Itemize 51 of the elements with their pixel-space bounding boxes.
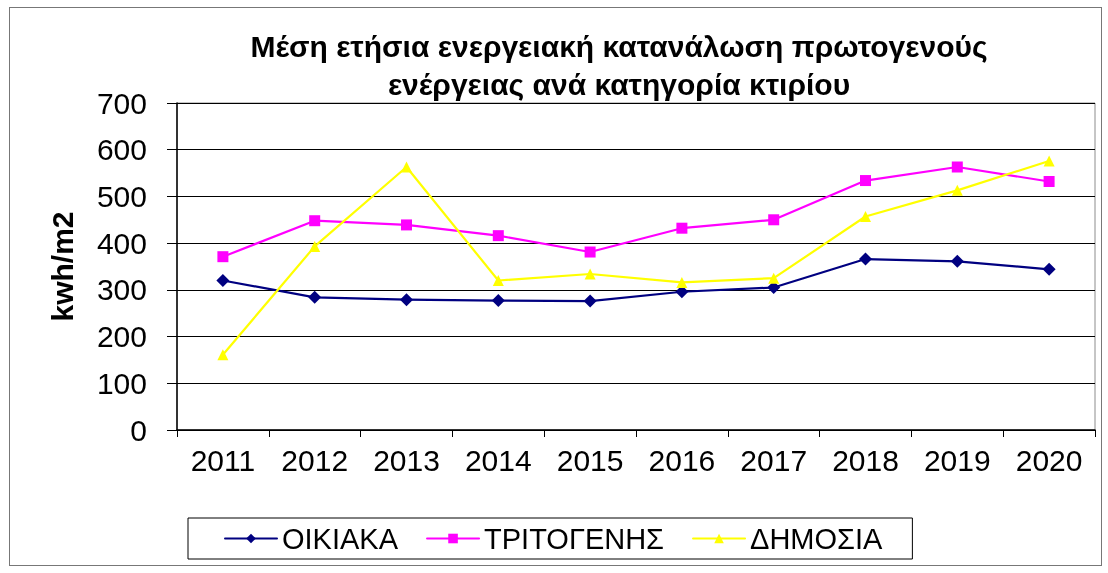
point	[676, 276, 688, 288]
x-tick-label: 2020	[1015, 443, 1083, 477]
point	[1043, 155, 1055, 167]
y-tick-label: 200	[96, 320, 147, 354]
point	[584, 268, 596, 280]
y-tick-label: 600	[96, 133, 147, 167]
y-tick-label: 300	[96, 273, 147, 307]
point	[401, 161, 412, 173]
point	[216, 274, 230, 288]
y-tick-label: 100	[96, 366, 147, 400]
point	[401, 219, 412, 231]
point	[583, 294, 597, 308]
point	[400, 293, 413, 307]
x-tick-label: 2013	[373, 443, 440, 477]
x-tick-label: 2017	[740, 443, 808, 477]
x-tick-label: 2019	[923, 443, 991, 477]
point	[309, 215, 321, 227]
point	[950, 254, 964, 268]
y-axis-title: kwh/m2	[45, 211, 79, 322]
point	[1043, 175, 1055, 187]
x-tick-label: 2011	[190, 443, 256, 477]
point	[860, 175, 871, 187]
point	[676, 222, 688, 234]
point	[217, 349, 229, 361]
chart-title: Μέση ετήσια ενεργειακή κατανάλωση πρωτογενούς ενέργειας ανά κατηγορία κτιρίου	[250, 29, 988, 101]
y-tick-label: 0	[130, 413, 147, 447]
point	[768, 272, 780, 284]
x-tick-label: 2018	[832, 443, 899, 477]
point	[584, 246, 596, 258]
y-tick-label: 400	[96, 226, 147, 260]
point	[308, 290, 322, 304]
point	[492, 230, 504, 242]
point	[859, 252, 872, 266]
x-tick-label: 2016	[648, 443, 716, 477]
legend-label: ΤΡΙΤΟΓΕΝΗΣ	[484, 522, 665, 555]
legend-label: ΟΙΚΙΑΚΑ	[282, 522, 399, 555]
point	[491, 294, 505, 308]
point	[768, 214, 780, 226]
point	[492, 275, 504, 287]
y-tick-label: 500	[96, 179, 147, 213]
x-tick-label: 2012	[281, 443, 349, 477]
point	[951, 161, 963, 173]
x-tick-label: 2014	[464, 443, 532, 477]
y-tick-label: 700	[96, 86, 147, 120]
point	[951, 184, 963, 196]
point	[860, 211, 871, 223]
point	[309, 240, 321, 252]
point	[217, 251, 229, 263]
point	[1042, 262, 1056, 276]
legend-label: ΔΗΜΟΣΙΑ	[750, 522, 884, 555]
x-tick-label: 2015	[556, 443, 624, 477]
